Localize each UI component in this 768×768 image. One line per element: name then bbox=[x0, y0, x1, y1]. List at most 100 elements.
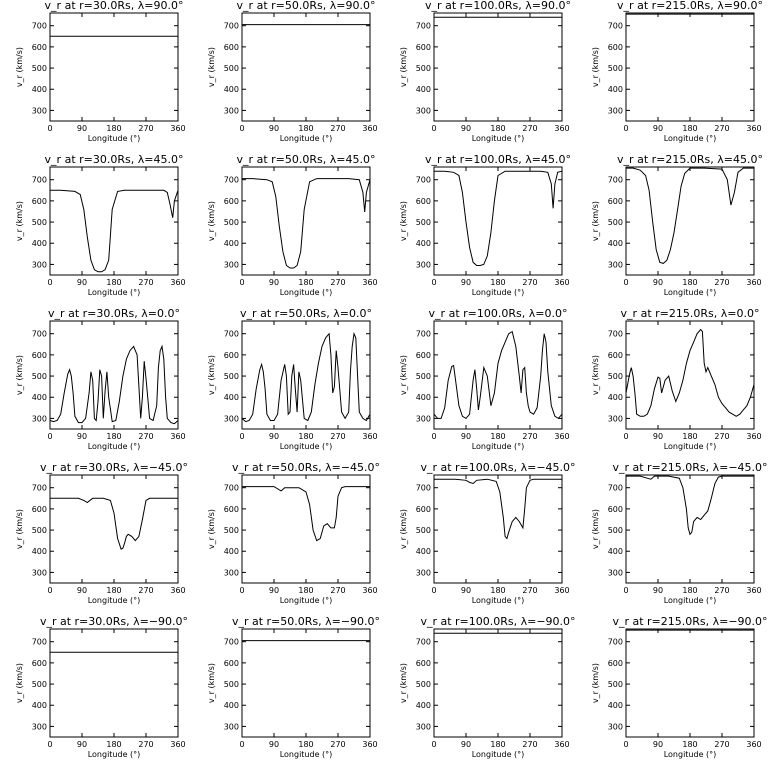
y-tick-label: 300 bbox=[416, 414, 431, 423]
x-tick-label: 0 bbox=[431, 432, 436, 441]
x-tick-label: 180 bbox=[490, 124, 505, 133]
plot-frame bbox=[625, 12, 755, 122]
y-tick-label: 400 bbox=[416, 393, 431, 402]
panel-1-0: v_r at r=30.0Rs, λ=45.0° 0 90 180 270 360 300 4… bbox=[15, 153, 186, 297]
x-tick-label: 180 bbox=[682, 586, 697, 595]
y-tick-label: 600 bbox=[224, 351, 239, 360]
panel-1-1: v_r at r=50.0Rs, λ=45.0° 0 90 180 270 360 300 4… bbox=[207, 153, 378, 297]
x-tick-label: 90 bbox=[461, 586, 471, 595]
x-axis-label: Longitude (°) bbox=[472, 288, 525, 297]
y-tick-label: 700 bbox=[32, 484, 47, 493]
x-tick-label: 270 bbox=[522, 740, 537, 749]
x-tick-label: 90 bbox=[653, 278, 663, 287]
x-tick-label: 0 bbox=[431, 586, 436, 595]
y-tick-label: 700 bbox=[224, 22, 239, 31]
x-tick-label: 180 bbox=[682, 278, 697, 287]
x-axis-label: Longitude (°) bbox=[280, 134, 333, 143]
y-axis-label: v_r (km/s) bbox=[399, 355, 408, 395]
panel-title: v_r at r=215.0Rs, λ=−90.0° bbox=[612, 615, 767, 628]
series-line bbox=[241, 331, 371, 423]
y-tick-label: 700 bbox=[32, 330, 47, 339]
x-tick-label: 0 bbox=[623, 124, 628, 133]
x-tick-label: 270 bbox=[522, 432, 537, 441]
x-axis-label: Longitude (°) bbox=[88, 596, 141, 605]
x-tick-label: 360 bbox=[362, 586, 377, 595]
y-tick-label: 500 bbox=[224, 526, 239, 535]
y-tick-label: 500 bbox=[608, 64, 623, 73]
x-tick-label: 360 bbox=[554, 740, 569, 749]
panel-title: v_r at r=215.0Rs, λ=45.0° bbox=[617, 153, 763, 166]
plot-frame bbox=[241, 320, 371, 430]
y-axis-label: v_r (km/s) bbox=[15, 663, 24, 703]
x-axis-label: Longitude (°) bbox=[472, 442, 525, 451]
x-tick-label: 90 bbox=[461, 740, 471, 749]
x-tick-label: 270 bbox=[138, 586, 153, 595]
y-tick-label: 600 bbox=[32, 43, 47, 52]
panel-title: v_r at r=215.0Rs, λ=−45.0° bbox=[612, 461, 767, 474]
panel-title: v_r at r=50.0Rs, λ=90.0° bbox=[237, 0, 376, 12]
y-axis-label: v_r (km/s) bbox=[15, 509, 24, 549]
y-tick-label: 300 bbox=[32, 722, 47, 731]
y-tick-label: 500 bbox=[416, 680, 431, 689]
panel-title: v_r at r=30.0Rs, λ=45.0° bbox=[45, 153, 184, 166]
panel-title: v_r at r=215.0Rs, λ=0.0° bbox=[621, 307, 760, 320]
x-tick-label: 0 bbox=[47, 278, 52, 287]
x-tick-label: 270 bbox=[522, 278, 537, 287]
plot-frame bbox=[49, 320, 179, 430]
y-tick-label: 400 bbox=[224, 85, 239, 94]
panel-0-1: v_r at r=50.0Rs, λ=90.0° 0 90 180 270 360 300 4… bbox=[207, 0, 378, 143]
x-axis-label: Longitude (°) bbox=[88, 288, 141, 297]
y-tick-label: 600 bbox=[224, 505, 239, 514]
x-tick-label: 0 bbox=[47, 432, 52, 441]
y-tick-label: 400 bbox=[416, 239, 431, 248]
x-tick-label: 180 bbox=[490, 278, 505, 287]
y-tick-label: 500 bbox=[32, 218, 47, 227]
y-tick-label: 400 bbox=[224, 547, 239, 556]
series-line bbox=[50, 189, 179, 273]
x-tick-label: 270 bbox=[714, 740, 729, 749]
x-axis-label: Longitude (°) bbox=[88, 134, 141, 143]
y-tick-label: 500 bbox=[224, 64, 239, 73]
y-tick-label: 600 bbox=[416, 43, 431, 52]
series-line bbox=[434, 478, 562, 540]
y-tick-label: 600 bbox=[416, 351, 431, 360]
panel-title: v_r at r=50.0Rs, λ=−45.0° bbox=[232, 461, 380, 474]
y-tick-label: 600 bbox=[608, 659, 623, 668]
x-tick-label: 360 bbox=[362, 740, 377, 749]
x-tick-label: 360 bbox=[362, 278, 377, 287]
y-tick-label: 700 bbox=[32, 638, 47, 647]
x-tick-label: 0 bbox=[47, 586, 52, 595]
y-tick-label: 400 bbox=[608, 85, 623, 94]
x-tick-label: 0 bbox=[623, 740, 628, 749]
x-tick-label: 270 bbox=[714, 124, 729, 133]
x-axis-label: Longitude (°) bbox=[664, 134, 717, 143]
plot-frame bbox=[241, 12, 371, 122]
plot-frame bbox=[49, 166, 179, 276]
x-tick-label: 360 bbox=[170, 432, 185, 441]
y-tick-label: 400 bbox=[224, 393, 239, 402]
plot-frame bbox=[625, 474, 755, 584]
y-axis-label: v_r (km/s) bbox=[399, 509, 408, 549]
x-tick-label: 0 bbox=[47, 124, 52, 133]
x-tick-label: 180 bbox=[490, 586, 505, 595]
y-tick-label: 500 bbox=[608, 372, 623, 381]
x-tick-label: 180 bbox=[682, 740, 697, 749]
x-tick-label: 180 bbox=[298, 586, 313, 595]
x-tick-label: 90 bbox=[269, 278, 279, 287]
panel-2-1: v_r at r=50.0Rs, λ=0.0° 0 90 180 270 360 300 40… bbox=[207, 307, 378, 451]
x-tick-label: 90 bbox=[653, 586, 663, 595]
panel-0-3: v_r at r=215.0Rs, λ=90.0° 0 90 180 270 360 300… bbox=[591, 0, 763, 143]
x-tick-label: 90 bbox=[269, 586, 279, 595]
x-tick-label: 90 bbox=[653, 432, 663, 441]
x-tick-label: 270 bbox=[138, 124, 153, 133]
x-tick-label: 270 bbox=[138, 278, 153, 287]
y-tick-label: 700 bbox=[224, 176, 239, 185]
x-tick-label: 360 bbox=[170, 124, 185, 133]
y-tick-label: 700 bbox=[608, 330, 623, 339]
x-axis-label: Longitude (°) bbox=[664, 442, 717, 451]
y-axis-label: v_r (km/s) bbox=[207, 201, 216, 241]
plot-frame bbox=[49, 12, 179, 122]
y-axis-label: v_r (km/s) bbox=[591, 201, 600, 241]
y-axis-label: v_r (km/s) bbox=[591, 509, 600, 549]
